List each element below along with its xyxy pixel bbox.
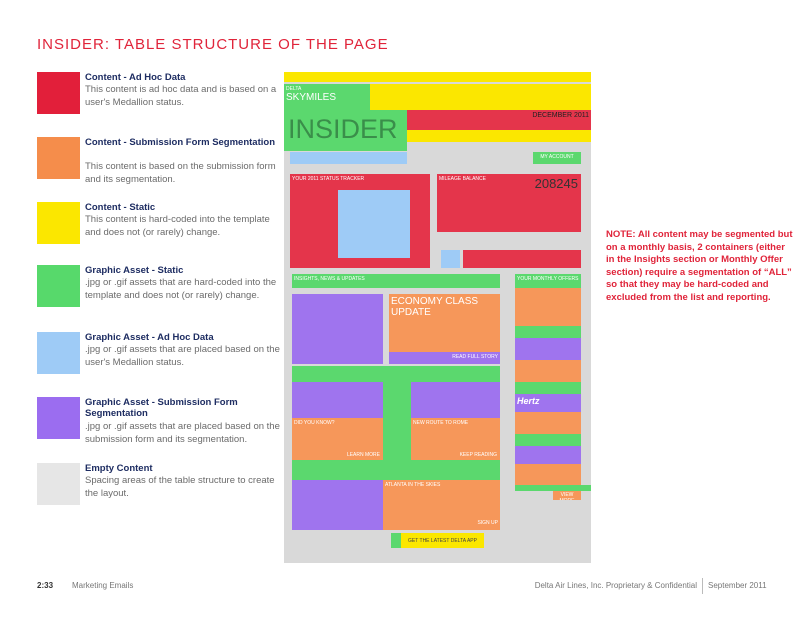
feature: ECONOMY CLASS UPDATE xyxy=(389,294,500,352)
offers: YOUR MONTHLY OFFERS xyxy=(515,274,581,288)
block: DELTA SKYMILES xyxy=(284,84,370,110)
story: ATLANTA IN THE SKIES xyxy=(383,480,500,518)
account-button: MY ACCOUNT xyxy=(533,152,581,164)
balance-title: MILEAGE BALANCE xyxy=(439,176,486,182)
legend-title: Graphic Asset - Submission Form Segmenta… xyxy=(85,397,238,419)
legend-title: Graphic Asset - Ad Hoc Data xyxy=(85,332,214,343)
block xyxy=(515,446,581,464)
block xyxy=(515,485,591,491)
legend-swatch xyxy=(37,463,80,505)
block xyxy=(515,360,581,382)
legend-description: This content is ad hoc data and is based… xyxy=(85,84,277,108)
block xyxy=(515,464,581,485)
company: Delta Air Lines, Inc. Proprietary & Conf… xyxy=(534,581,697,590)
story: NEW ROUTE TO ROME KEEP READING xyxy=(411,418,500,460)
page-number: 2:33 xyxy=(37,581,54,590)
block xyxy=(441,250,460,268)
block xyxy=(284,72,591,82)
block xyxy=(515,434,581,446)
block xyxy=(338,190,410,258)
tracker-title: YOUR 2011 STATUS TRACKER xyxy=(292,176,365,182)
legend-swatch xyxy=(37,265,80,307)
legend-swatch xyxy=(37,397,80,439)
block xyxy=(292,366,500,382)
legend-description: This content is hard-coded into the temp… xyxy=(85,214,270,238)
legend-description: Spacing areas of the table structure to … xyxy=(85,475,275,499)
block xyxy=(292,382,383,418)
block xyxy=(515,288,581,326)
page-title: INSIDER: TABLE STRUCTURE OF THE PAGE xyxy=(37,36,389,53)
legend-title: Empty Content xyxy=(85,463,153,474)
legend-title: Graphic Asset - Static xyxy=(85,265,184,276)
legend-swatch xyxy=(37,72,80,114)
legend-description: .jpg or .gif assets that are placed base… xyxy=(85,344,280,368)
story-cta: KEEP READING xyxy=(459,452,497,458)
legend-swatch xyxy=(37,137,80,179)
story-title: NEW ROUTE TO ROME xyxy=(413,420,469,426)
block xyxy=(292,480,383,530)
program: SKYMILES xyxy=(286,92,337,103)
story: DID YOU KNOW? LEARN MORE xyxy=(292,418,383,460)
offer-brand: Hertz xyxy=(515,394,581,412)
app-banner: GET THE LATEST DELTA APP xyxy=(401,533,484,548)
block xyxy=(515,382,581,394)
balance: MILEAGE BALANCE 208245 xyxy=(437,174,581,232)
legend-title: Content - Static xyxy=(85,202,156,213)
block xyxy=(411,382,500,418)
story-title: DID YOU KNOW? xyxy=(294,420,335,426)
date: September 2011 xyxy=(708,581,767,590)
legend-description: .jpg or .gif assets that are placed base… xyxy=(85,421,280,445)
insights: INSIGHTS, NEWS & UPDATES xyxy=(292,274,500,288)
block xyxy=(391,533,401,548)
story-cta: LEARN MORE xyxy=(346,452,380,458)
legend-description: This content is based on the submission … xyxy=(85,161,276,185)
feature-cta: READ FULL STORY xyxy=(389,352,500,364)
date: DECEMBER 2011 xyxy=(407,110,591,130)
block xyxy=(292,460,500,480)
block xyxy=(290,152,407,164)
story-cta: SIGN UP xyxy=(383,518,500,530)
brand: DELTA xyxy=(286,86,302,92)
legend-description: .jpg or .gif assets that are hard-coded … xyxy=(85,277,277,301)
block xyxy=(463,250,581,268)
block xyxy=(515,338,581,360)
section: Marketing Emails xyxy=(72,581,134,590)
balance-value: 208245 xyxy=(534,176,578,191)
separator xyxy=(702,578,703,594)
legend-swatch xyxy=(37,202,80,244)
note: NOTE: All content may be segmented but o… xyxy=(606,229,793,303)
block xyxy=(515,412,581,434)
block xyxy=(407,130,591,142)
legend-title: Content - Ad Hoc Data xyxy=(85,72,186,83)
block xyxy=(292,294,383,364)
masthead: INSIDER xyxy=(284,110,407,151)
block xyxy=(370,84,591,110)
legend-swatch xyxy=(37,332,80,374)
block xyxy=(515,326,581,338)
email-mockup: DELTA SKYMILES INSIDER DECEMBER 2011 MY A… xyxy=(284,72,591,563)
view-more: VIEW MORE xyxy=(553,491,581,500)
legend-title: Content - Submission Form Segmentation xyxy=(85,137,276,148)
